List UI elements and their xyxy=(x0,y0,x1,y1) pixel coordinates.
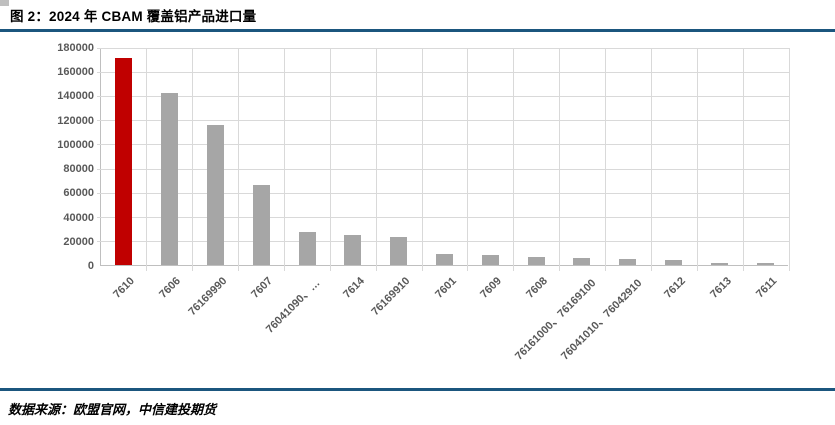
bar-cell xyxy=(284,48,330,265)
x-tick-label: 7606 xyxy=(157,275,184,301)
gridline xyxy=(97,217,789,219)
bar-cell xyxy=(742,48,788,265)
x-tick-label: 7613 xyxy=(707,275,734,301)
gridline xyxy=(650,48,652,271)
gridline xyxy=(788,48,790,271)
bar-cell xyxy=(193,48,239,265)
bar-cell xyxy=(559,48,605,265)
data-source-note: 数据来源：欧盟官网，中信建投期货 xyxy=(8,402,217,417)
gridline xyxy=(97,71,789,73)
bar-cell xyxy=(467,48,513,265)
x-tick-label: 7614 xyxy=(340,275,367,301)
gridline xyxy=(97,95,789,97)
gridline xyxy=(97,241,789,243)
bar-cell xyxy=(330,48,376,265)
y-tick-label: 100000 xyxy=(57,138,94,151)
y-tick-label: 140000 xyxy=(57,90,94,103)
bar-cell xyxy=(696,48,742,265)
y-tick-label: 120000 xyxy=(57,114,94,127)
x-tick-label: 7612 xyxy=(662,275,688,301)
gridline xyxy=(238,48,240,271)
gridline xyxy=(97,192,789,194)
x-tick-label: 76161000、76169100 xyxy=(512,277,599,363)
gridline xyxy=(605,48,607,271)
bar-7608 xyxy=(527,257,545,265)
y-axis-labels: 0 20000 40000 60000 80000 100000 120000 140000 1… xyxy=(0,42,94,272)
y-tick-label: 160000 xyxy=(57,66,94,79)
bar-cell xyxy=(651,48,697,265)
gridline xyxy=(146,48,148,271)
x-tick-label: 7608 xyxy=(524,275,551,301)
corner-marker xyxy=(0,0,9,6)
x-tick-label: 7611 xyxy=(754,275,780,301)
y-tick-label: 40000 xyxy=(63,211,94,224)
bar-7601 xyxy=(435,253,453,265)
bar-cell xyxy=(605,48,651,265)
x-axis-labels: 7610 7606 76169990 7607 76041090、… 7614 761699… xyxy=(100,48,788,363)
bar-7610 xyxy=(115,57,133,265)
gridline xyxy=(97,144,789,146)
bar-cell xyxy=(376,48,422,265)
gridline xyxy=(97,168,789,170)
bar-7613 xyxy=(710,262,728,265)
bar-cell xyxy=(422,48,468,265)
bar-7607 xyxy=(252,185,270,265)
gridline xyxy=(513,48,515,271)
bar-76169910 xyxy=(390,236,408,265)
x-tick-label: 7610 xyxy=(111,275,138,301)
gridline xyxy=(742,48,744,271)
bar-7606 xyxy=(161,93,179,265)
bar-7614 xyxy=(344,234,362,265)
gridline xyxy=(696,48,698,271)
bar-cell xyxy=(147,48,193,265)
bar-cell xyxy=(101,48,147,265)
bar-76169990 xyxy=(206,125,224,265)
title-divider-rule xyxy=(0,29,835,32)
bar-76041090、… xyxy=(298,232,316,265)
y-tick-label: 180000 xyxy=(57,42,94,54)
x-tick-label: 76169990 xyxy=(186,275,230,319)
bar-76041010、76042910 xyxy=(619,259,637,265)
gridline xyxy=(192,48,194,271)
bar-chart-plot-area xyxy=(97,47,790,271)
bar-7612 xyxy=(664,259,682,265)
bar-cell xyxy=(238,48,284,265)
y-tick-label: 80000 xyxy=(63,163,94,176)
figure-title: 图 2：2024 年 CBAM 覆盖铝产品进口量 xyxy=(10,9,257,24)
gridline xyxy=(467,48,469,271)
gridline xyxy=(329,48,331,271)
footer-divider-rule xyxy=(0,388,835,391)
x-tick-label: 76169910 xyxy=(369,275,413,319)
y-tick-label: 60000 xyxy=(63,187,94,200)
y-tick-label: 20000 xyxy=(63,235,94,248)
bar-cell xyxy=(513,48,559,265)
bar-76161000、76169100 xyxy=(573,258,591,265)
x-tick-label: 7609 xyxy=(478,275,505,301)
y-tick-label: 0 xyxy=(87,260,94,272)
bar-series xyxy=(101,48,788,265)
bar-7611 xyxy=(756,262,774,265)
gridline xyxy=(559,48,561,271)
gridline xyxy=(97,47,789,49)
x-tick-label: 76041010、76042910 xyxy=(558,277,645,363)
gridline xyxy=(97,120,789,122)
gridline xyxy=(421,48,423,271)
bar-7609 xyxy=(481,254,499,265)
x-tick-label: 7607 xyxy=(249,275,276,301)
gridline xyxy=(283,48,285,271)
x-tick-label: 7601 xyxy=(432,275,459,301)
gridline xyxy=(375,48,377,271)
